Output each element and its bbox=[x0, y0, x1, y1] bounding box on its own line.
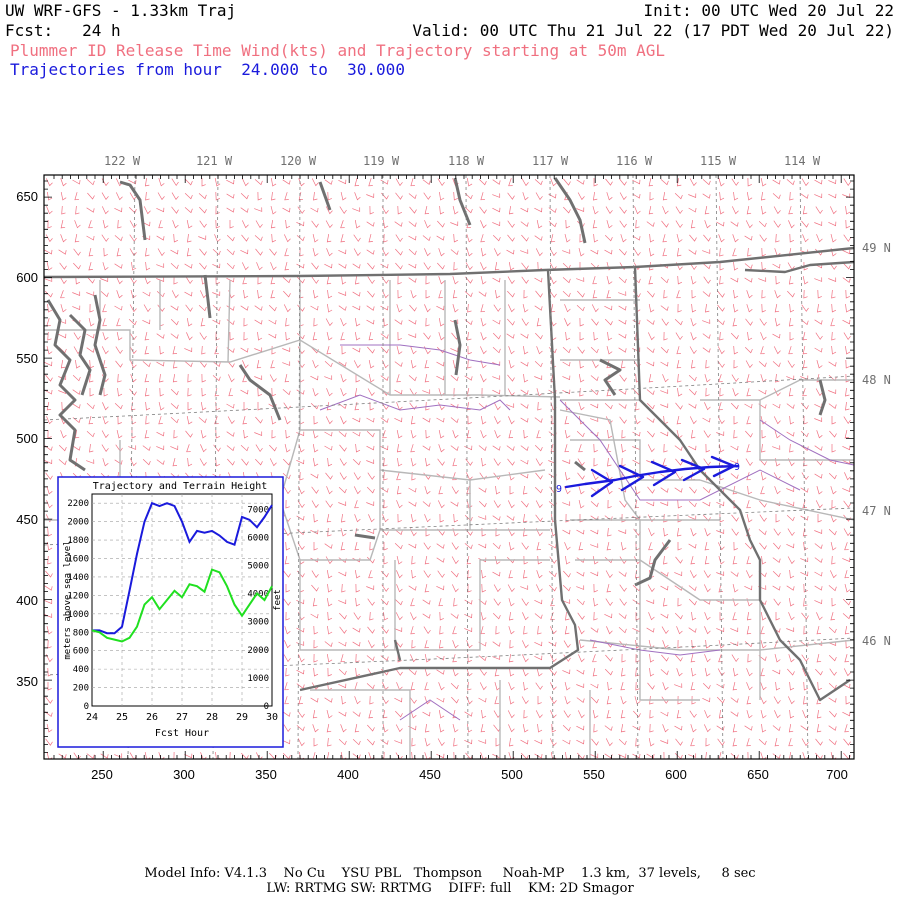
lon-label-117w: 117 W bbox=[532, 154, 569, 168]
inset-ylabel-left: meters above sea level bbox=[63, 540, 73, 659]
inset-left-tick: 400 bbox=[73, 665, 89, 675]
trajectory-range: Trajectories from hour 24.000 to 30.000 bbox=[10, 60, 405, 79]
trajectory-start-label: 9 bbox=[556, 484, 562, 495]
inset-right-tick: 2000 bbox=[247, 646, 269, 656]
inset-left-tick: 200 bbox=[73, 684, 89, 694]
trajectory-arrow-4 bbox=[680, 458, 706, 482]
y-tick-450: 450 bbox=[16, 512, 38, 527]
inset-left-tick: 1800 bbox=[67, 536, 89, 546]
forecast-hour: Fcst: 24 h bbox=[5, 21, 121, 40]
wind-barb-field bbox=[44, 177, 851, 759]
inset-left-tick: 800 bbox=[73, 628, 89, 638]
x-tick-400: 400 bbox=[337, 767, 359, 782]
x-tick-500: 500 bbox=[501, 767, 523, 782]
lat-label-47n: 47 N bbox=[862, 504, 891, 518]
inset-right-tick: 0 bbox=[264, 702, 269, 712]
model-info-line-1: Model Info: V4.1.3 No Cu YSU PBL Thompso… bbox=[144, 866, 756, 881]
lon-label-122w: 122 W bbox=[104, 154, 141, 168]
lon-label-120w: 120 W bbox=[280, 154, 317, 168]
inset-x-tick: 25 bbox=[116, 712, 128, 723]
y-tick-650: 650 bbox=[16, 189, 38, 204]
inset-x-tick: 28 bbox=[206, 712, 218, 723]
lon-label-118w: 118 W bbox=[448, 154, 485, 168]
inset-x-tick: 26 bbox=[146, 712, 158, 723]
y-tick-500: 500 bbox=[16, 431, 38, 446]
y-tick-600: 600 bbox=[16, 270, 38, 285]
lat-label-46n: 46 N bbox=[862, 634, 891, 648]
y-tick-400: 400 bbox=[16, 593, 38, 608]
inset-x-ticks: 24 25 26 27 28 29 30 bbox=[86, 712, 278, 723]
model-title: UW WRF-GFS - 1.33km Traj bbox=[5, 1, 237, 20]
inset-series bbox=[91, 501, 273, 643]
trajectory-arrow-2 bbox=[618, 464, 645, 492]
y-tick-550: 550 bbox=[16, 351, 38, 366]
x-tick-600: 600 bbox=[665, 767, 687, 782]
terrain-height-line bbox=[91, 568, 273, 643]
inset-x-tick: 24 bbox=[86, 712, 98, 723]
inset-left-tick: 2000 bbox=[67, 518, 89, 528]
x-tick-250: 250 bbox=[91, 767, 113, 782]
x-tick-350: 350 bbox=[255, 767, 277, 782]
trajectory-path bbox=[564, 455, 740, 498]
county-boundaries bbox=[44, 279, 854, 759]
inset-left-ticks: 2200200018001600140012001000800600400200… bbox=[67, 499, 89, 712]
inset-left-tick: 1600 bbox=[67, 555, 89, 565]
lon-label-121w: 121 W bbox=[196, 154, 233, 168]
plot-subtitle: Plummer ID Release Time Wind(kts) and Tr… bbox=[10, 41, 666, 60]
wind-barbs bbox=[44, 177, 851, 759]
valid-time: Valid: 00 UTC Thu 21 Jul 22 (17 PDT Wed … bbox=[412, 21, 894, 40]
trajectory-arrow-5 bbox=[710, 455, 736, 478]
inset-left-tick: 600 bbox=[73, 647, 89, 657]
state-borders-coastlines bbox=[44, 177, 854, 702]
x-tick-450: 450 bbox=[419, 767, 441, 782]
inset-left-tick: 1000 bbox=[67, 610, 89, 620]
inset-right-tick: 3000 bbox=[247, 618, 269, 628]
inset-right-tick: 7000 bbox=[247, 505, 269, 515]
inset-chart: Trajectory and Terrain Height 2200200018… bbox=[57, 476, 284, 748]
lon-label-116w: 116 W bbox=[616, 154, 653, 168]
inset-right-tick: 5000 bbox=[247, 562, 269, 572]
inset-x-tick: 30 bbox=[266, 712, 278, 723]
lon-label-119w: 119 W bbox=[363, 154, 400, 168]
inset-title: Trajectory and Terrain Height bbox=[93, 481, 268, 492]
trajectory-end-label: 9 bbox=[734, 462, 740, 473]
inset-x-tick: 27 bbox=[176, 712, 188, 723]
x-tick-550: 550 bbox=[583, 767, 605, 782]
x-tick-650: 650 bbox=[747, 767, 769, 782]
trajectory-arrow-1 bbox=[590, 468, 614, 498]
inset-ylabel-right: feet bbox=[273, 589, 283, 611]
lon-label-115w: 115 W bbox=[700, 154, 737, 168]
inset-right-tick: 1000 bbox=[247, 674, 269, 684]
x-tick-300: 300 bbox=[173, 767, 195, 782]
lat-label-49n: 49 N bbox=[862, 241, 891, 255]
inset-left-tick: 2200 bbox=[67, 499, 89, 509]
lon-label-114w: 114 W bbox=[784, 154, 821, 168]
y-tick-350: 350 bbox=[16, 674, 38, 689]
init-time: Init: 00 UTC Wed 20 Jul 22 bbox=[643, 1, 894, 20]
rivers bbox=[319, 344, 854, 721]
inset-left-tick: 1400 bbox=[67, 573, 89, 583]
inset-xlabel: Fcst Hour bbox=[155, 728, 209, 739]
trajectory-arrow-3 bbox=[650, 460, 677, 487]
inset-right-tick: 6000 bbox=[247, 533, 269, 543]
inset-left-tick: 0 bbox=[84, 702, 89, 712]
inset-left-tick: 1200 bbox=[67, 591, 89, 601]
x-tick-700: 700 bbox=[826, 767, 848, 782]
map-frame bbox=[43, 174, 855, 760]
model-info-line-2: LW: RRTMG SW: RRTMG DIFF: full KM: 2D Sm… bbox=[266, 881, 634, 896]
trajectory-height-line bbox=[92, 501, 273, 635]
frame-tick-marks bbox=[44, 175, 854, 759]
inset-x-tick: 29 bbox=[236, 712, 248, 723]
lat-label-48n: 48 N bbox=[862, 373, 891, 387]
